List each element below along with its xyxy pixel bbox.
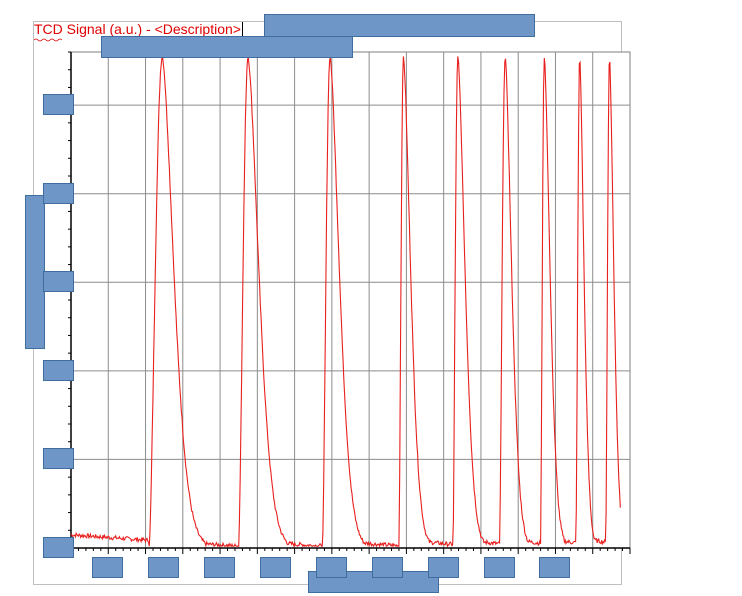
y-axis-title-placeholder[interactable] <box>25 195 45 349</box>
x-tick-label-placeholder[interactable] <box>148 557 180 578</box>
x-tick-label-placeholder[interactable] <box>315 557 347 578</box>
x-tick-label-placeholder[interactable] <box>539 557 571 578</box>
y-tick-label-placeholder[interactable] <box>43 182 74 204</box>
plot-area <box>70 51 631 549</box>
placeholder-box-top-right[interactable] <box>264 14 535 37</box>
x-tick-label-placeholder[interactable] <box>483 557 515 578</box>
y-tick-label-placeholder[interactable] <box>43 94 74 116</box>
x-tick-label-placeholder[interactable] <box>427 557 459 578</box>
y-tick-label-placeholder[interactable] <box>43 271 74 293</box>
y-tick-label-placeholder[interactable] <box>43 537 74 558</box>
y-tick-label-placeholder[interactable] <box>43 359 74 381</box>
placeholder-box-top-left[interactable] <box>101 36 353 58</box>
spellcheck-squiggle <box>34 38 62 42</box>
x-tick-label-placeholder[interactable] <box>371 557 403 578</box>
x-tick-label-placeholder[interactable] <box>92 557 124 578</box>
text-cursor <box>241 22 243 36</box>
chart-title-text: TCD Signal (a.u.) - <Description> <box>34 21 241 37</box>
x-tick-label-placeholder[interactable] <box>259 557 291 578</box>
x-tick-label-placeholder[interactable] <box>204 557 236 578</box>
chart-title: TCD Signal (a.u.) - <Description> <box>34 21 243 37</box>
y-tick-label-placeholder[interactable] <box>43 448 74 470</box>
